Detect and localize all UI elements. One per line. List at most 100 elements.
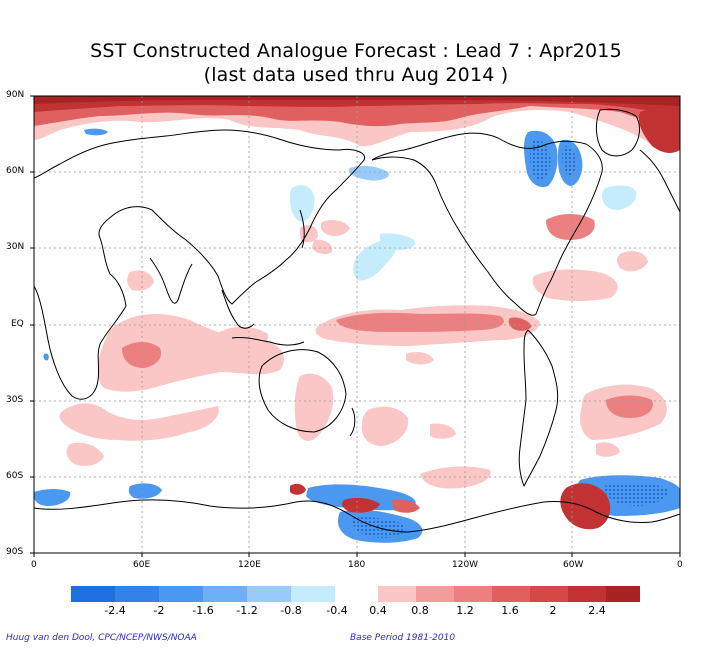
lat-label-60n: 60N [6, 166, 25, 176]
legend-label-neg-0.8: -0.8 [280, 604, 302, 617]
legend-box-neg-2 [115, 586, 159, 602]
legend-box-pos-0.4 [378, 586, 416, 602]
legend-box-pos-max [606, 586, 640, 602]
legend-box-neg-1.2 [203, 586, 247, 602]
legend-box-neg-0.8 [247, 586, 291, 602]
legend-box-pos-2.4 [568, 586, 606, 602]
legend-label-neg-0.4: -0.4 [326, 604, 348, 617]
coast-africa-eurasia [34, 129, 366, 400]
coast-new-zealand [349, 407, 356, 437]
legend-box-neg-0.4 [291, 586, 335, 602]
cold-anomaly-bering [349, 165, 389, 181]
warm-anomaly-s-pacific-ne [406, 352, 434, 365]
coast-alaska [371, 156, 437, 185]
anomaly-fields [34, 96, 680, 543]
cold-anomaly-baffin-core [562, 146, 576, 177]
lat-label-30s: 30S [6, 395, 24, 405]
warm-anomaly-n-atlantic-mid [546, 214, 595, 240]
coast-southeast-asia [221, 289, 255, 329]
lon-label-0-east: 0 [677, 560, 683, 570]
lat-label-90n: 90N [6, 90, 25, 100]
legend-label-pos-1.6: 1.6 [501, 604, 519, 617]
coast-australia [258, 349, 347, 433]
warm-anomaly-greenland-east [638, 107, 680, 153]
map-title: SST Constructed Analogue Forecast : Lead… [90, 40, 622, 62]
lat-label-60s: 60S [6, 471, 24, 481]
coastlines [34, 108, 680, 533]
warm-anomaly-australia-nw [219, 326, 269, 350]
cold-anomaly-indian-west [43, 353, 49, 361]
cold-anomaly-n-pacific [290, 185, 315, 222]
legend-box-pos-1.2 [454, 586, 492, 602]
lon-label-120e: 120E [238, 560, 261, 570]
base-period-note: Base Period 1981-2010 [350, 633, 456, 643]
lat-label-90s: 90S [6, 547, 24, 557]
lon-label-120w: 120W [452, 560, 479, 570]
legend-label-neg-2: -2 [153, 604, 165, 617]
lon-label-180: 180 [348, 560, 366, 570]
coast-indonesia [231, 337, 305, 346]
warm-anomaly-sw-indian [66, 442, 104, 466]
lat-label-30n: 30N [6, 242, 25, 252]
warm-anomaly-n-pacific-2 [320, 220, 350, 236]
warm-anomaly-so-small [290, 483, 306, 495]
author-credit: Huug van den Dool, CPC/NCEP/NWS/NOAA [6, 633, 197, 643]
legend-box-neg-2.4 [71, 586, 115, 602]
coast-greenland [595, 108, 640, 157]
warm-anomaly-s-pacific-east [430, 423, 456, 439]
lat-label-eq: EQ [11, 319, 24, 329]
legend-box-pos-0.8 [416, 586, 454, 602]
warm-anomaly-indian-ocean [97, 314, 284, 392]
warm-anomaly-ross-east [392, 499, 420, 513]
cold-anomaly-so-pacific [306, 484, 416, 511]
legend-label-pos-0.4: 0.4 [369, 604, 387, 617]
warm-anomaly-eq-pacific-core [336, 312, 504, 332]
warm-anomaly-arctic-max [34, 96, 680, 106]
cold-anomaly-weddell-core [604, 483, 669, 506]
coast-antarctica [34, 499, 680, 533]
legend-label-neg-2.4: -2.4 [104, 604, 126, 617]
warm-anomaly-n-pacific-1 [300, 225, 318, 243]
map-subtitle: (last data used thru Aug 2014 ) [203, 64, 509, 86]
legend-label-pos-1.2: 1.2 [456, 604, 474, 617]
coast-south-america [518, 329, 559, 487]
legend-box-pos-1.6 [492, 586, 530, 602]
cold-anomaly-ne-pacific [353, 239, 397, 281]
coast-japan [299, 209, 305, 249]
warm-anomaly-n-atlantic-sub [532, 269, 618, 301]
warm-anomaly-n-pacific-3 [312, 239, 333, 255]
coast-north-america [371, 132, 603, 316]
warm-anomaly-eq-pacific-peak [508, 317, 532, 331]
legend-box-pos-2 [530, 586, 568, 602]
legend-label-pos-2.4: 2.4 [588, 604, 606, 617]
cold-anomaly-labrador-core [530, 139, 551, 180]
warm-anomaly-arabian [127, 270, 154, 291]
legend-label-pos-0.8: 0.8 [411, 604, 429, 617]
warm-anomaly-s-indian [59, 403, 219, 441]
lon-label-60e: 60E [133, 560, 151, 570]
warm-anomaly-weddell-max [560, 483, 611, 530]
warm-anomaly-amundsen [342, 497, 380, 513]
legend-label-neg-1.6: -1.6 [192, 604, 214, 617]
cold-anomaly-so-atlantic [128, 483, 162, 499]
cold-anomaly-so-west [34, 489, 71, 506]
warm-anomaly-indian-core [122, 342, 162, 368]
warm-anomaly-southern-ocean [420, 466, 491, 489]
cold-anomaly-central-pacific [379, 233, 416, 250]
cold-anomaly-arctic-strip [84, 128, 108, 136]
lon-label-0: 0 [31, 560, 37, 570]
legend-label-pos-2: 2 [549, 604, 557, 617]
warm-anomaly-s-atlantic-core [606, 395, 653, 418]
color-legend [71, 586, 640, 602]
axis-ticks [30, 95, 681, 557]
warm-anomaly-pacific-south [294, 373, 334, 441]
lon-label-60w: 60W [563, 560, 584, 570]
legend-box-neg-1.6 [159, 586, 203, 602]
coast-europe-west [639, 149, 680, 213]
warm-anomaly-s-atlantic-west [596, 442, 620, 457]
coast-india [149, 257, 193, 304]
graticule [34, 96, 680, 553]
warm-anomaly-ne-atlantic [617, 251, 648, 272]
legend-label-neg-1.2: -1.2 [236, 604, 258, 617]
